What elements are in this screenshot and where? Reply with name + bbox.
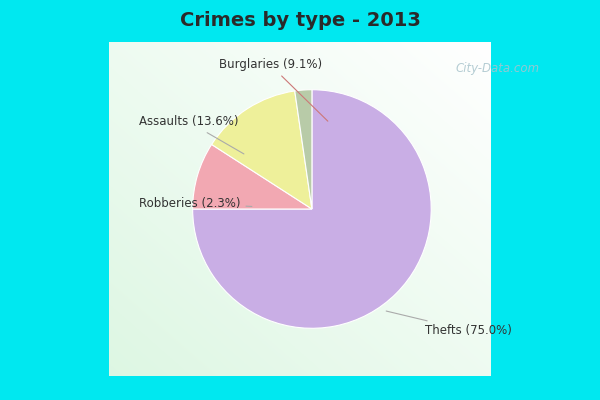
Text: Assaults (13.6%): Assaults (13.6%) bbox=[139, 116, 244, 154]
Text: Robberies (2.3%): Robberies (2.3%) bbox=[139, 197, 252, 210]
Wedge shape bbox=[295, 90, 312, 209]
Text: Thefts (75.0%): Thefts (75.0%) bbox=[386, 311, 512, 337]
Text: Crimes by type - 2013: Crimes by type - 2013 bbox=[179, 12, 421, 30]
Wedge shape bbox=[193, 144, 312, 209]
Wedge shape bbox=[212, 91, 312, 209]
Text: City-Data.com: City-Data.com bbox=[456, 62, 540, 75]
Wedge shape bbox=[193, 90, 431, 328]
Text: Burglaries (9.1%): Burglaries (9.1%) bbox=[218, 58, 328, 121]
